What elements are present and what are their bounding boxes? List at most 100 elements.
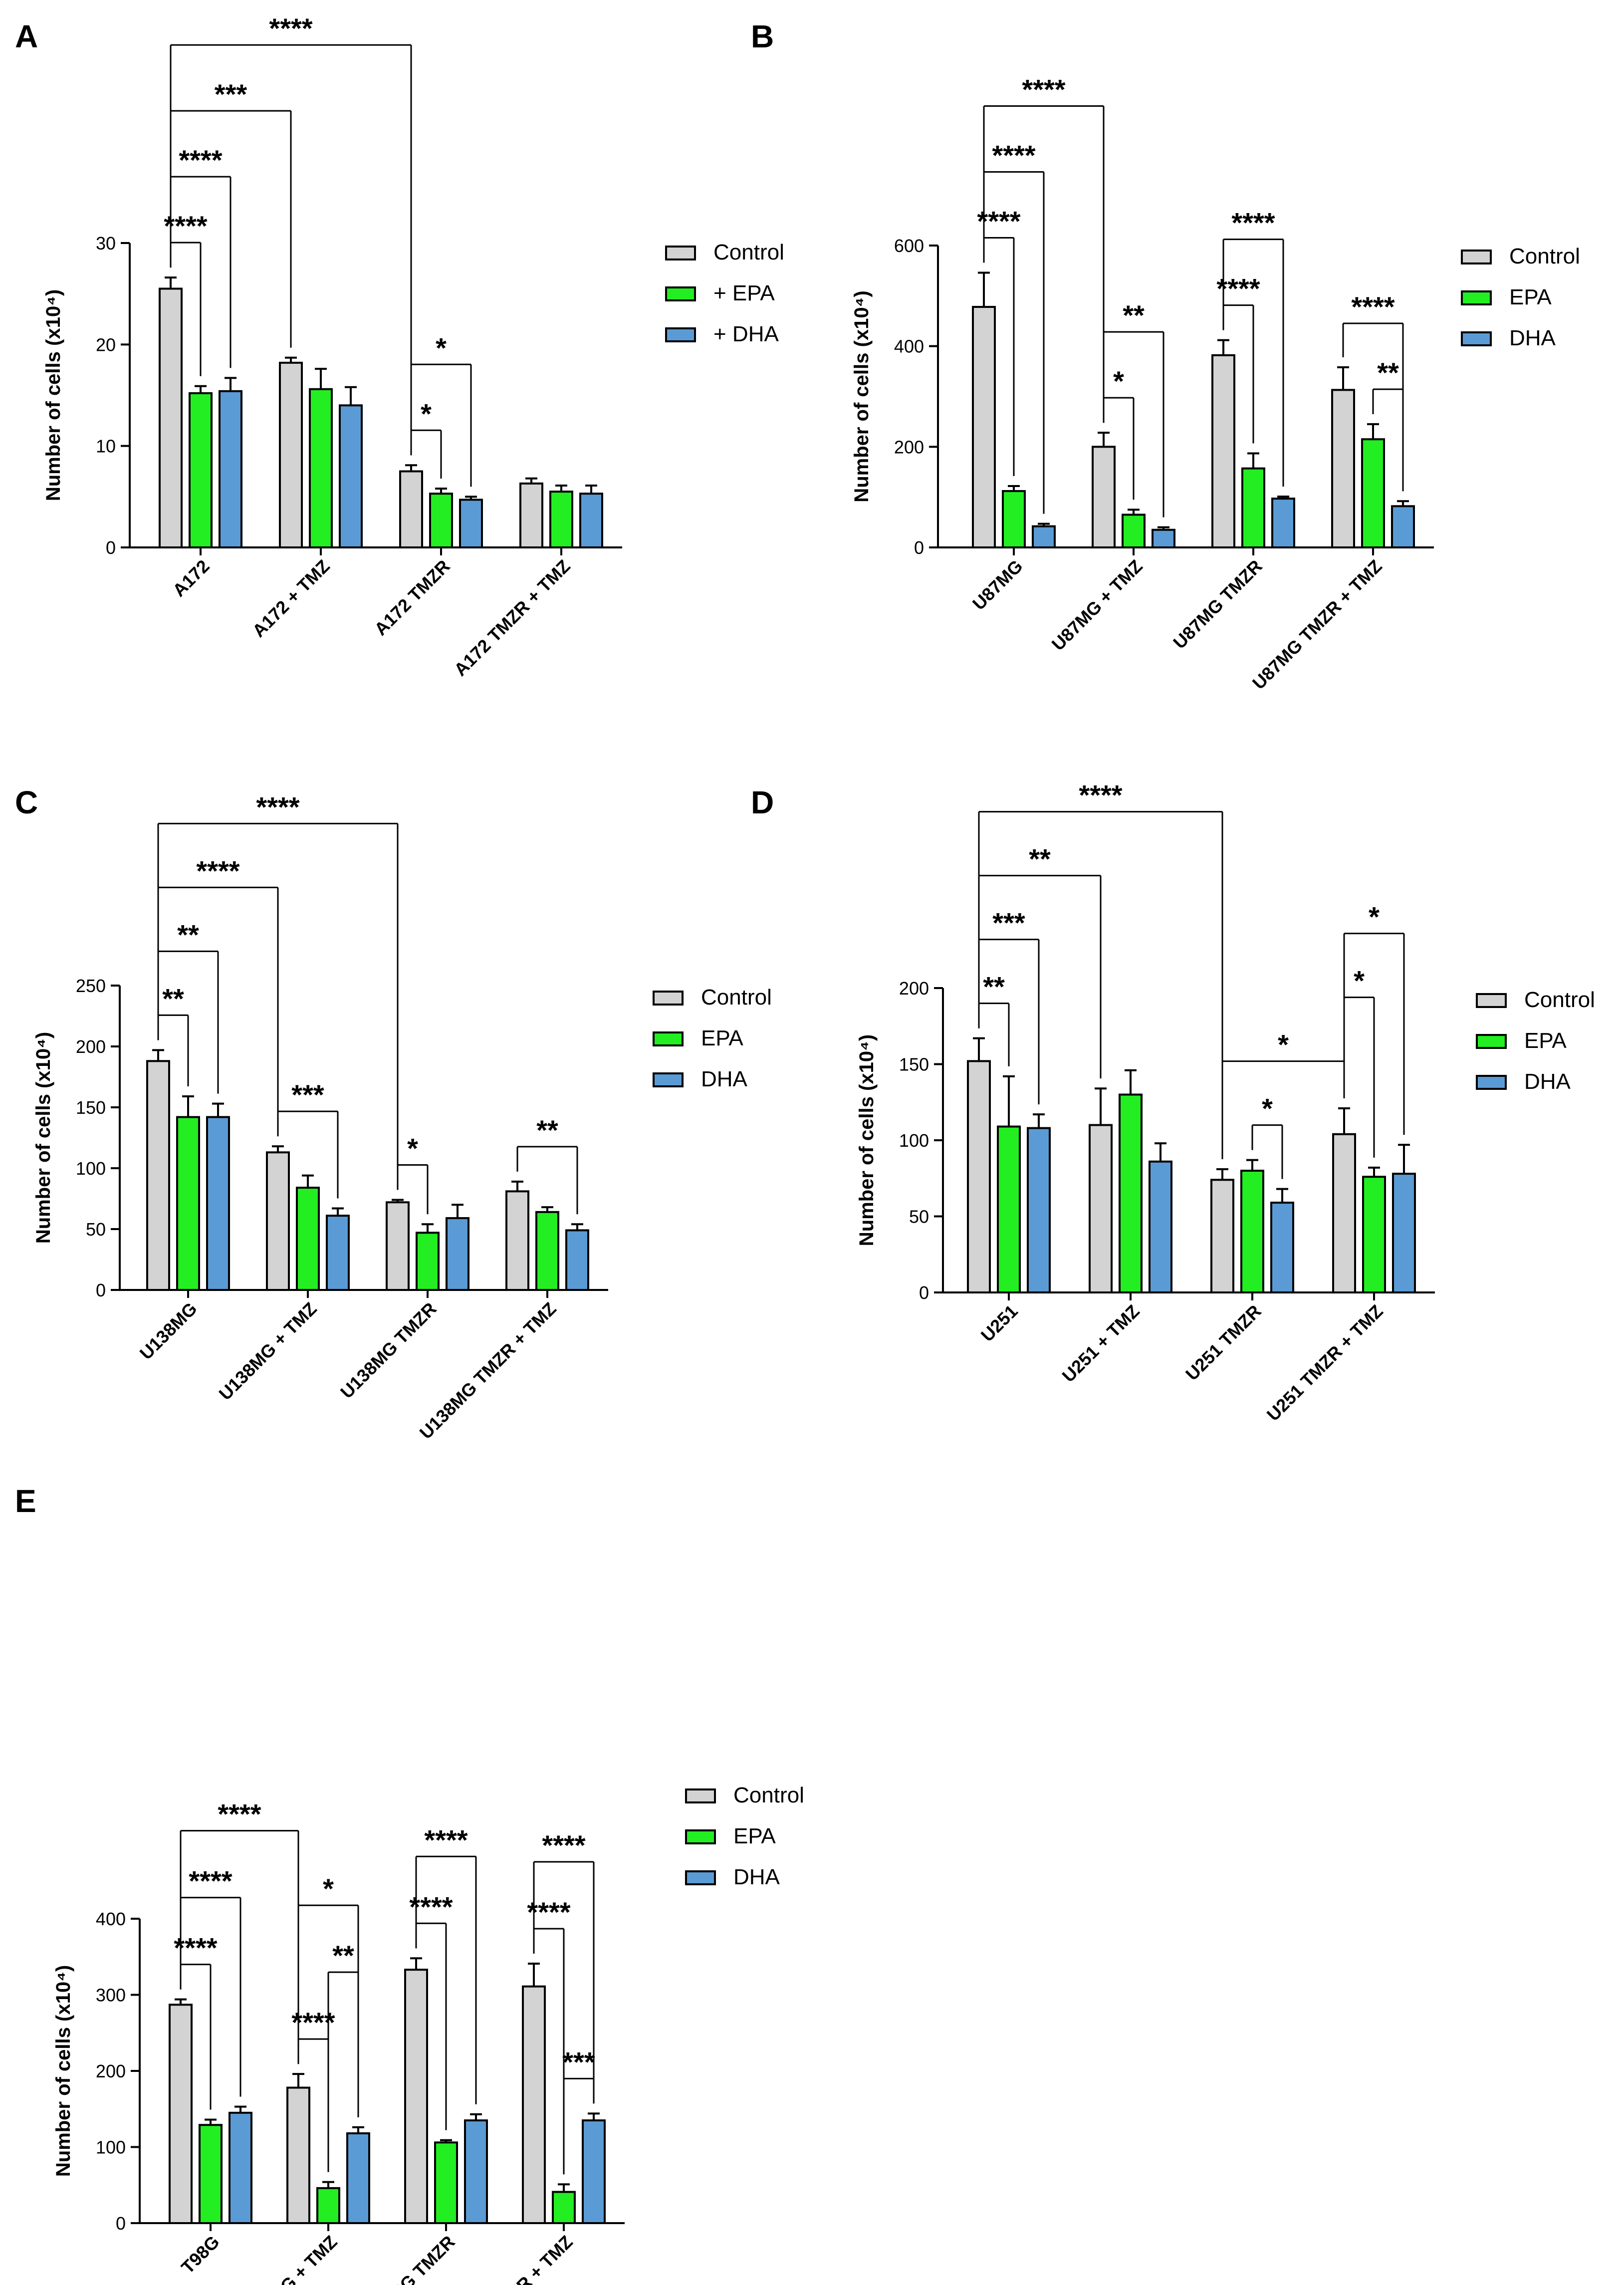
significance-bracket: * — [1221, 1029, 1345, 1159]
legend-swatch — [1476, 993, 1507, 1008]
y-tick-label: 400 — [894, 336, 924, 357]
significance-label: **** — [542, 1829, 585, 1861]
significance-label: ** — [1029, 843, 1051, 875]
bar-epa — [199, 2124, 223, 2224]
significance-label: ** — [1123, 299, 1145, 331]
significance-label: **** — [992, 139, 1035, 171]
panel-label: D — [751, 784, 774, 820]
legend-label: EPA — [1524, 1028, 1567, 1053]
bar-dha — [1027, 1127, 1051, 1294]
legend-label: EPA — [733, 1824, 776, 1848]
y-axis-label: Number of cells (x10⁴) — [856, 1034, 878, 1246]
significance-label: **** — [1022, 73, 1065, 105]
legend-label: DHA — [1509, 326, 1556, 350]
significance-bracket: *** — [562, 2046, 595, 2175]
legend: Control EPA DHA — [1461, 244, 1580, 350]
y-tick-label: 100 — [899, 1130, 929, 1151]
bar-dha — [1152, 528, 1175, 549]
significance-label: * — [1262, 1093, 1273, 1124]
legend-label: EPA — [701, 1026, 743, 1050]
significance-bracket: **** — [1342, 291, 1404, 492]
category-label: U138MG TMZR — [336, 1298, 441, 1403]
bar-control — [169, 2004, 193, 2224]
legend-label: DHA — [701, 1067, 748, 1091]
significance-label: * — [1354, 965, 1365, 997]
category-label: U87MG — [968, 556, 1027, 614]
bar-control — [1092, 446, 1116, 548]
category-label: A172 + TMZ — [248, 556, 333, 641]
legend-swatch — [1461, 290, 1492, 305]
category-label: T98G TMZR + TMZ — [451, 2232, 577, 2285]
significance-label: ** — [162, 983, 184, 1014]
bar-epa — [1361, 438, 1385, 548]
bar-epa — [296, 1187, 320, 1291]
significance-label: **** — [1079, 779, 1122, 811]
significance-bracket: **** — [180, 1798, 299, 2064]
category-label: A172 — [169, 556, 214, 601]
legend: Control EPA DHA — [685, 1783, 804, 1889]
legend-label: DHA — [1524, 1069, 1571, 1094]
bar-epa — [997, 1125, 1021, 1294]
bar-epa — [309, 388, 333, 548]
category-label: A172 TMZR — [370, 556, 454, 640]
significance-bracket: *** — [277, 1079, 339, 1199]
bar-epa — [429, 493, 453, 549]
category-label: U251 TMZR — [1181, 1301, 1265, 1385]
y-tick-label: 600 — [894, 236, 924, 256]
legend: Control EPA DHA — [1476, 988, 1595, 1094]
legend-label: EPA — [1509, 285, 1552, 309]
y-axis-label: Number of cells (x10⁴) — [32, 1032, 54, 1244]
bar-control — [266, 1151, 290, 1291]
significance-bracket: **** — [1222, 207, 1284, 487]
legend-label: Control — [713, 240, 784, 264]
category-label: U87MG + TMZ — [1048, 556, 1147, 655]
bar-control — [522, 1985, 546, 2225]
legend-label: Control — [1524, 988, 1595, 1012]
legend-swatch — [685, 1870, 716, 1885]
significance-bracket: * — [1251, 1093, 1283, 1179]
category-label: U87MG TMZR — [1169, 556, 1266, 653]
legend-swatch — [1476, 1075, 1507, 1090]
significance-bracket: * — [410, 332, 472, 487]
bar-dha — [446, 1217, 469, 1291]
significance-bracket: ** — [978, 843, 1102, 1079]
panel-label: E — [15, 1483, 36, 1519]
category-label: U251 + TMZ — [1058, 1301, 1143, 1386]
significance-label: **** — [256, 791, 299, 822]
bar-control — [404, 1969, 428, 2225]
legend-swatch — [665, 286, 696, 301]
bar-epa — [1241, 467, 1265, 548]
significance-bracket: **** — [180, 1865, 241, 2097]
legend-label: DHA — [733, 1865, 780, 1889]
y-tick-label: 0 — [919, 1282, 929, 1303]
y-tick-label: 0 — [914, 537, 924, 558]
legend-label: + EPA — [713, 281, 775, 305]
legend-label: Control — [733, 1783, 804, 1807]
y-tick-label: 50 — [909, 1207, 929, 1227]
bar-epa — [189, 392, 213, 549]
significance-label: *** — [215, 78, 247, 110]
bar-epa — [416, 1232, 440, 1291]
category-label: U138MG TMZR + TMZ — [416, 1298, 560, 1443]
y-axis-label: Number of cells (x10⁴) — [52, 1965, 74, 2177]
significance-label: **** — [196, 855, 239, 886]
significance-label: **** — [179, 144, 222, 176]
significance-bracket: * — [410, 398, 442, 479]
y-tick-label: 10 — [96, 436, 116, 457]
legend-swatch — [665, 327, 696, 342]
chart-panel-D: D 0 50 100 150 200 Number of cells (x10⁴) U251 U… — [751, 779, 1595, 1425]
significance-label: **** — [218, 1798, 261, 1830]
bar-dha — [1270, 1202, 1294, 1294]
bar-control — [505, 1190, 529, 1291]
bar-dha — [579, 493, 603, 549]
significance-label: * — [436, 332, 447, 363]
significance-label: ** — [536, 1114, 558, 1146]
bar-control — [386, 1201, 410, 1291]
significance-label: * — [323, 1873, 334, 1904]
significance-label: * — [407, 1132, 418, 1164]
legend-label: Control — [701, 985, 772, 1010]
bar-control — [399, 470, 423, 548]
bar-dha — [1391, 505, 1415, 548]
category-label: U87MG TMZR + TMZ — [1248, 556, 1386, 694]
significance-bracket: ** — [1103, 299, 1164, 517]
